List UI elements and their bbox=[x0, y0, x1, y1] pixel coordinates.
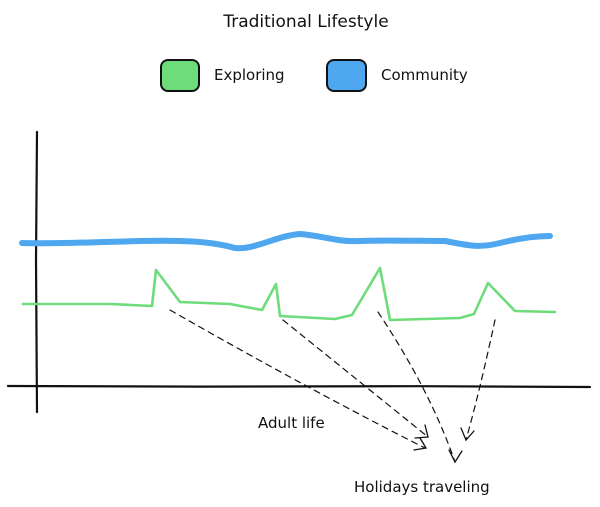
community-line bbox=[19, 231, 553, 252]
legend-swatch-exploring bbox=[160, 59, 200, 92]
arrowhead-1 bbox=[413, 437, 428, 451]
arrow-spike-3 bbox=[377, 311, 456, 463]
arrow-spike-1 bbox=[169, 309, 426, 449]
arrow-spike-4 bbox=[465, 319, 496, 441]
holiday-arrows bbox=[169, 309, 496, 463]
annotation-adult-life: Adult life bbox=[258, 414, 325, 432]
diagram-title: Traditional Lifestyle bbox=[222, 12, 388, 32]
legend-label-community: Community bbox=[381, 66, 468, 84]
x-axis bbox=[6, 384, 592, 389]
arrowhead-4 bbox=[460, 427, 475, 442]
y-axis bbox=[34, 130, 39, 414]
arrowhead-2 bbox=[414, 424, 429, 439]
annotation-holidays-traveling: Holidays traveling bbox=[354, 478, 490, 496]
arrowhead-3 bbox=[448, 449, 463, 464]
legend-label-exploring: Exploring bbox=[214, 66, 285, 84]
legend-item-exploring: Exploring bbox=[160, 59, 285, 92]
legend-item-community: Community bbox=[326, 59, 468, 92]
arrow-spike-2 bbox=[282, 319, 429, 438]
arrow-heads bbox=[413, 424, 475, 464]
legend-swatch-community bbox=[326, 59, 367, 92]
exploring-line bbox=[21, 266, 557, 322]
